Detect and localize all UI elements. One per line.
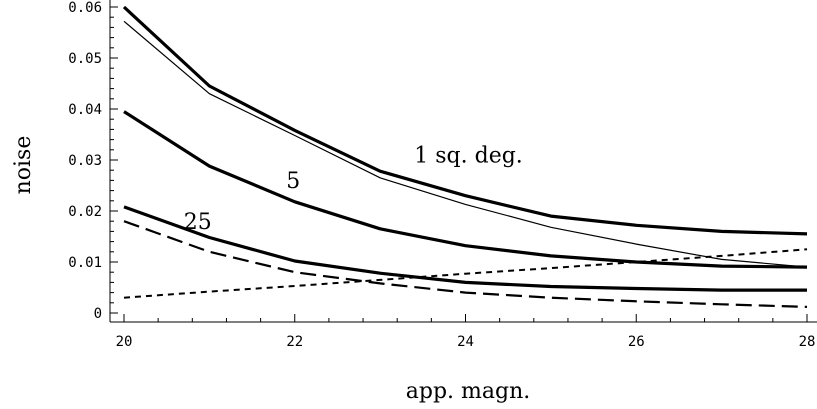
series-line-1 [122, 5, 808, 236]
y-tick-label: 0.04 [68, 102, 102, 118]
curve-label-3: 25 [184, 210, 212, 235]
x-tick-label: 20 [116, 334, 133, 350]
series-line-4 [123, 205, 807, 292]
series-line-6 [123, 248, 808, 299]
y-tick-label: 0.03 [68, 153, 102, 169]
y-tick-label: 0 [94, 306, 102, 322]
axes: 20 22 24 26 28 0 0.01 0.02 0.03 0.04 0.05 0.06 [68, 0, 817, 350]
y-tick-label: 0.05 [68, 51, 102, 67]
x-tick-label: 24 [457, 334, 474, 350]
series-line-2 [123, 20, 808, 268]
x-tick-label: 22 [286, 334, 303, 350]
curve-label-2: 5 [286, 169, 300, 194]
y-tick-label: 0.02 [68, 204, 102, 220]
curve-label-1: 1 sq. deg. [414, 144, 523, 169]
y-tick-label: 0.01 [68, 255, 102, 271]
y-axis-title: noise [11, 136, 36, 195]
series-line-3 [123, 110, 808, 269]
x-tick-label: 26 [628, 334, 645, 350]
y-tick-label: 0.06 [68, 0, 102, 16]
annotation-layer: 1 sq. deg. 5 25 [184, 144, 523, 235]
x-tick-label: 28 [799, 334, 816, 350]
series-layer [122, 5, 808, 308]
series-line-5 [123, 220, 808, 308]
x-axis-title: app. magn. [406, 379, 531, 404]
